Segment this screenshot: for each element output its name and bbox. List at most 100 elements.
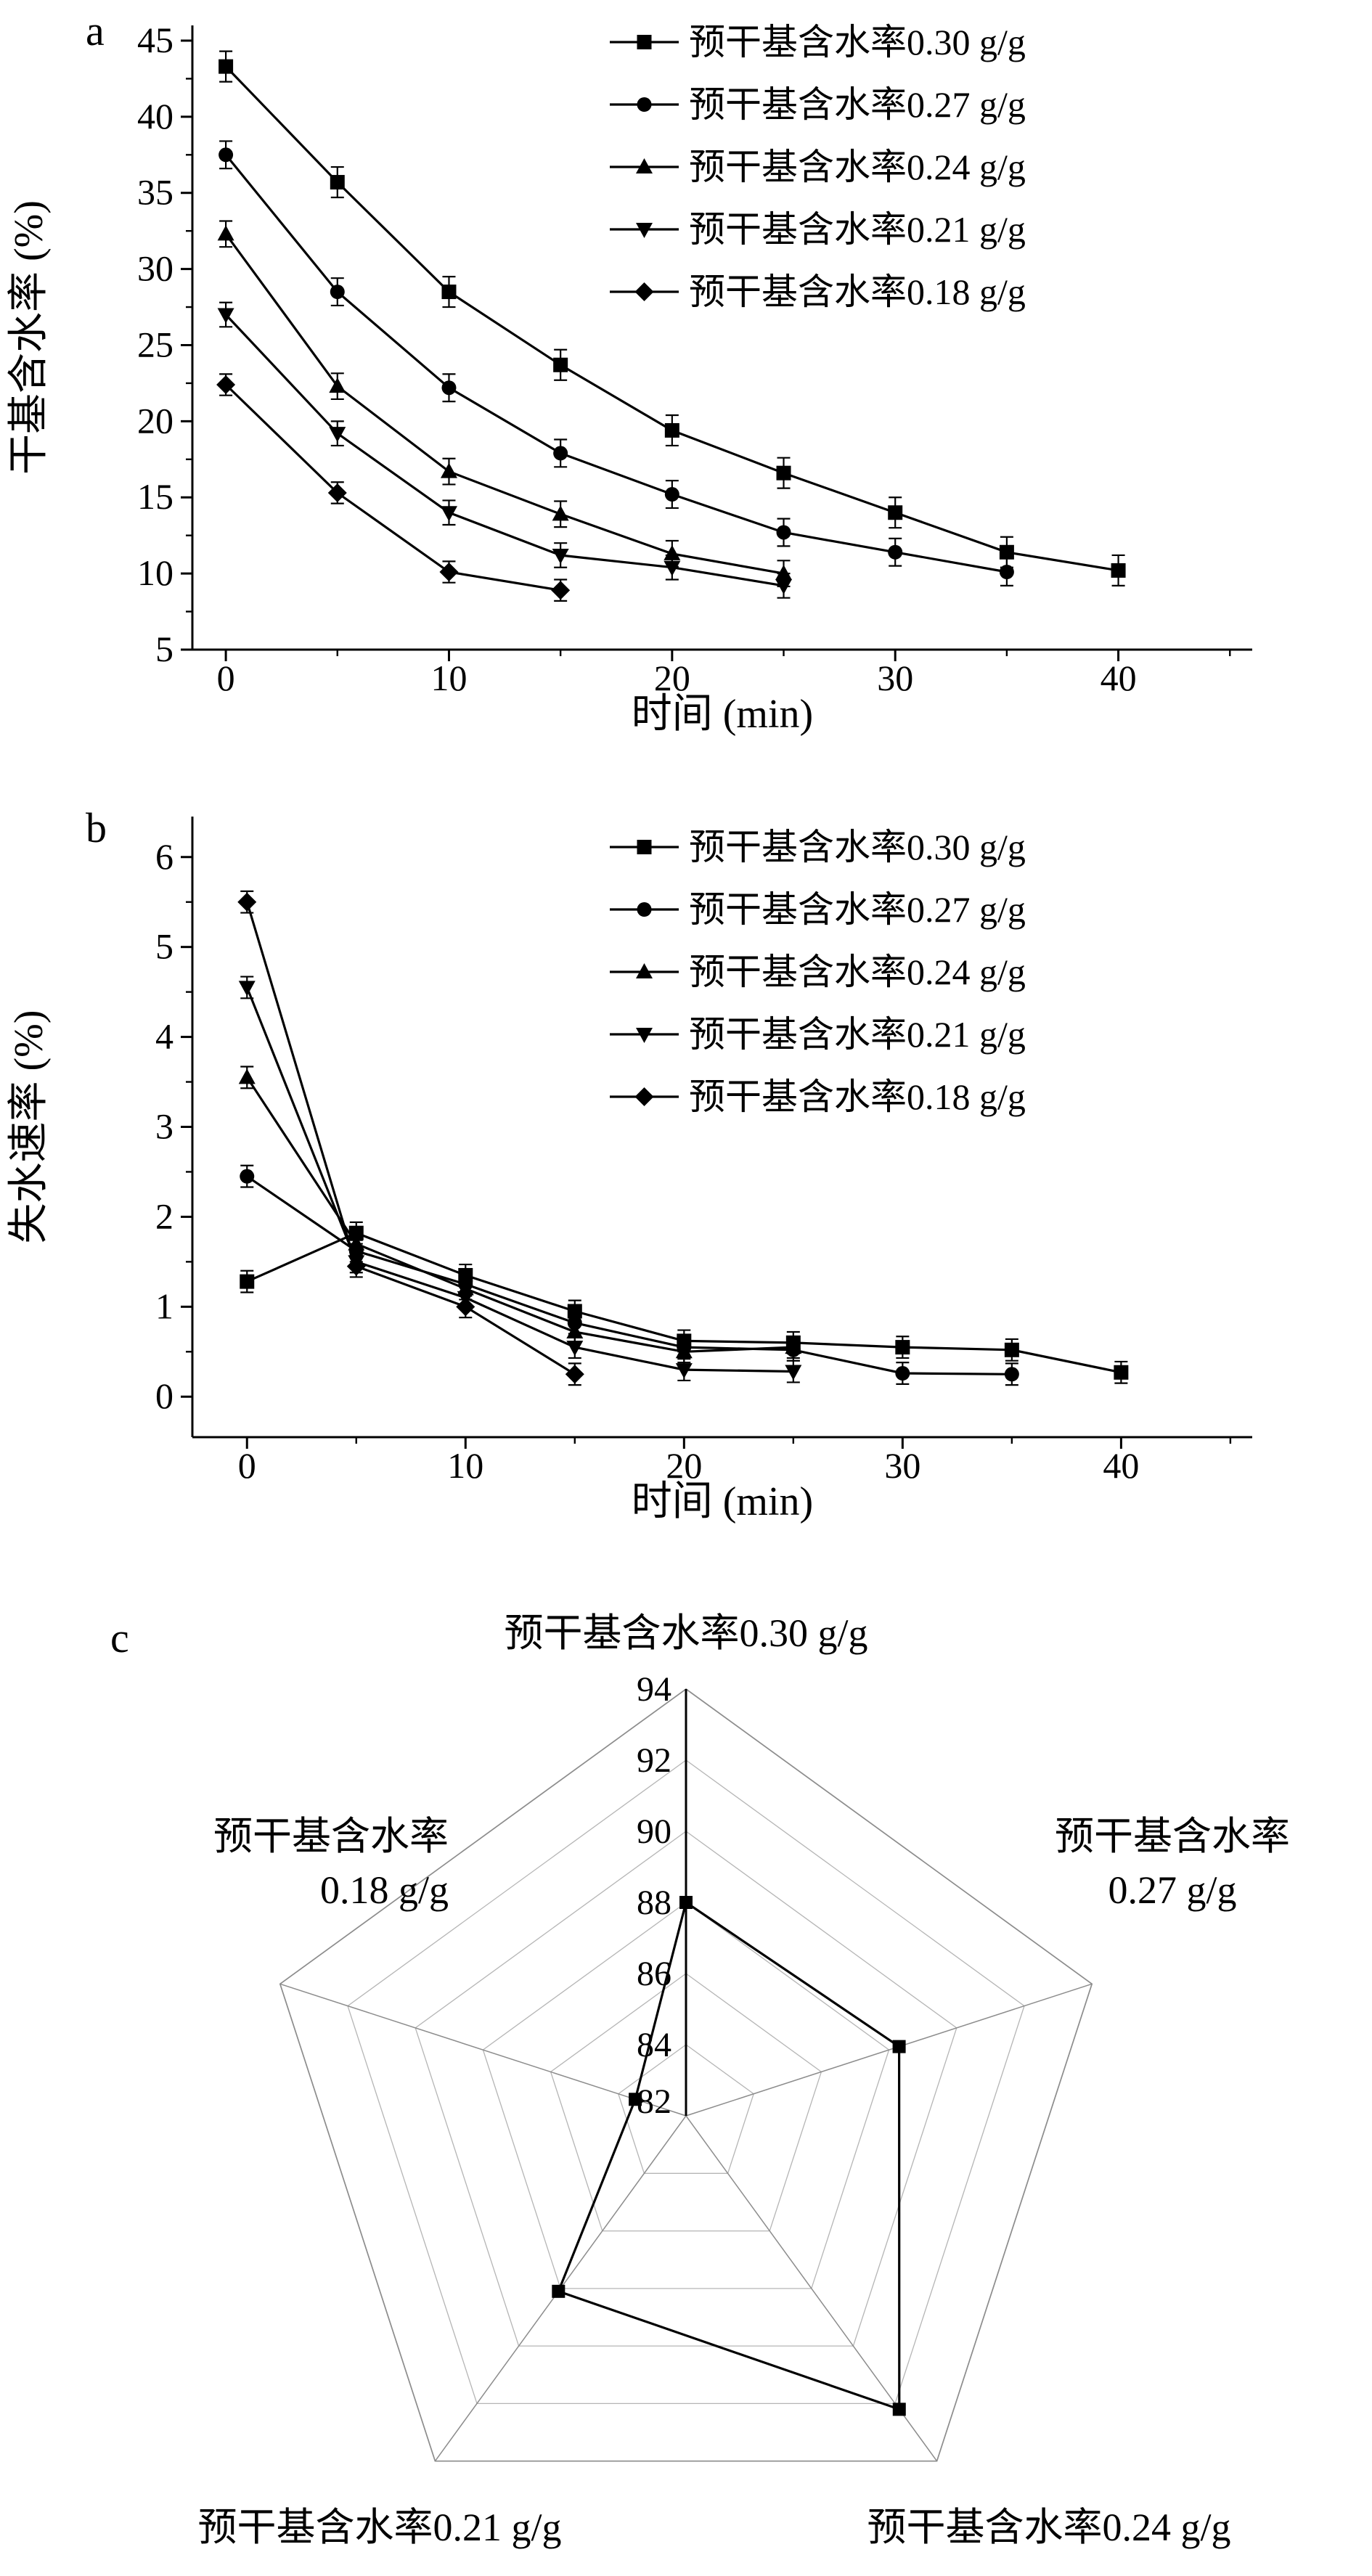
data-point-marker: [1004, 1367, 1019, 1382]
data-point-marker: [663, 560, 681, 576]
legend-marker: [636, 1028, 653, 1043]
x-tick-label: 10: [447, 1445, 483, 1486]
data-point-marker: [776, 525, 791, 540]
data-point-marker: [895, 1340, 910, 1355]
x-axis-title: 时间 (min): [632, 1479, 813, 1524]
radar-tick-label: 88: [637, 1884, 671, 1922]
radar-tick-label: 86: [637, 1955, 671, 1993]
x-tick-label: 10: [430, 658, 467, 698]
y-tick-label: 45: [137, 20, 173, 60]
data-point-marker: [552, 505, 569, 521]
y-tick-label: 1: [155, 1285, 173, 1326]
y-tick-label: 10: [137, 552, 173, 593]
data-point-marker: [237, 892, 257, 912]
radar-tick-label: 90: [637, 1812, 671, 1851]
legend-marker: [637, 97, 652, 112]
radar-axis-label: 预干基含水率0.24 g/g: [867, 2506, 1230, 2549]
legend-item: 预干基含水率0.24 g/g: [610, 147, 1026, 187]
data-point-marker: [240, 1274, 255, 1289]
data-point-marker: [441, 285, 457, 300]
radar-axis-label: 0.27 g/g: [1108, 1868, 1236, 1912]
panel-a-line-chart: 0 10 20 30 40 5 10 15 20 25 30 35 40 45 时间 (min) 干基含水率 …: [7, 20, 1252, 737]
legend-marker: [637, 902, 652, 917]
radar-axis-label: 预干基含水率0.21 g/g: [197, 2506, 561, 2549]
data-point-marker: [776, 465, 791, 481]
data-point-marker: [1114, 1365, 1129, 1380]
data-point-marker: [775, 565, 793, 581]
legend-item: 预干基含水率0.18 g/g: [610, 271, 1026, 312]
legend-item: 预干基含水率0.27 g/g: [610, 84, 1026, 125]
legend: 预干基含水率0.30 g/g 预干基含水率0.27 g/g 预干基含水率0.24 g…: [610, 22, 1026, 312]
series-group: [216, 373, 571, 602]
y-tick-label: 5: [155, 926, 173, 967]
legend-marker: [637, 840, 652, 854]
radar-spoke: [279, 1983, 687, 2117]
legend-label: 预干基含水率0.27 g/g: [689, 889, 1026, 930]
data-point-marker: [329, 427, 346, 443]
data-point-marker: [664, 422, 679, 438]
panel-b-label: b: [86, 804, 107, 851]
legend-marker: [637, 35, 652, 49]
y-tick-label: 3: [155, 1106, 173, 1147]
y-tick-label: 35: [137, 172, 173, 213]
data-point-marker: [567, 1304, 582, 1319]
data-point-marker: [999, 544, 1014, 560]
x-ticks: 0 10 20 30 40: [217, 650, 1231, 698]
y-tick-label: 4: [155, 1016, 173, 1057]
data-point-marker: [566, 1341, 584, 1357]
y-tick-label: 15: [137, 476, 173, 517]
data-point-marker: [775, 578, 793, 594]
axes: [191, 25, 1252, 651]
radar-data-point-marker: [552, 2284, 565, 2298]
radar-axis-label: 预干基含水率: [213, 1815, 449, 1858]
radar-tick-label: 82: [637, 2082, 671, 2121]
series-line: [224, 383, 561, 592]
data-point-marker: [346, 1256, 366, 1276]
data-point-marker: [1004, 1342, 1019, 1357]
legend: 预干基含水率0.30 g/g 预干基含水率0.27 g/g 预干基含水率0.24 g…: [610, 827, 1026, 1117]
data-point-marker: [888, 505, 903, 520]
series-line: [245, 986, 793, 1373]
panel-c-radar-chart: 82 84 86 88 90 92 94 预干基含水率0.30 g/g 预干基含水率 0.27 g…: [197, 1611, 1290, 2549]
series-line: [246, 1175, 1012, 1375]
data-point-marker: [217, 225, 234, 241]
radar-ring: [279, 1688, 1093, 2462]
x-ticks: 0 10 20 30 40: [238, 1437, 1232, 1486]
data-point-marker: [219, 59, 234, 74]
series-line: [224, 154, 1008, 573]
data-point-marker: [327, 483, 347, 502]
data-point-marker: [1111, 563, 1126, 578]
radar-data-point-marker: [629, 2093, 642, 2106]
y-axis-title: 干基含水率 (%): [7, 200, 52, 475]
legend-marker: [634, 1087, 654, 1106]
panel-c-label: c: [110, 1614, 129, 1661]
legend-label: 预干基含水率0.24 g/g: [689, 147, 1026, 187]
legend-label: 预干基含水率0.30 g/g: [689, 22, 1026, 62]
data-point-marker: [240, 1169, 255, 1184]
series-group: [217, 301, 793, 599]
data-point-marker: [675, 1343, 693, 1359]
data-point-marker: [330, 175, 345, 190]
legend-marker: [636, 223, 653, 238]
legend-label: 预干基含水率0.21 g/g: [689, 1014, 1026, 1055]
legend-label: 预干基含水率0.24 g/g: [689, 952, 1026, 992]
data-point-marker: [216, 375, 236, 395]
y-tick-label: 40: [137, 96, 173, 136]
data-point-marker: [219, 147, 234, 163]
data-point-marker: [456, 1297, 475, 1317]
x-axis-title: 时间 (min): [632, 692, 813, 737]
legend-label: 预干基含水率0.21 g/g: [689, 209, 1026, 250]
y-tick-label: 20: [137, 400, 173, 441]
x-tick-label: 20: [654, 658, 690, 698]
y-ticks: 0 1 2 3 4 5 6: [155, 836, 192, 1416]
radar-data-point-marker: [679, 1896, 693, 1909]
legend-marker: [636, 158, 653, 173]
radar-axis-label: 预干基含水率: [1055, 1815, 1290, 1858]
radar-ring: [550, 1973, 822, 2232]
legend-marker: [634, 282, 654, 301]
radar-data-polygon: [557, 1900, 901, 2411]
radar-data-point-marker: [892, 2040, 906, 2053]
x-tick-label: 40: [1101, 658, 1137, 698]
data-point-marker: [553, 357, 568, 372]
x-tick-label: 0: [238, 1445, 256, 1486]
